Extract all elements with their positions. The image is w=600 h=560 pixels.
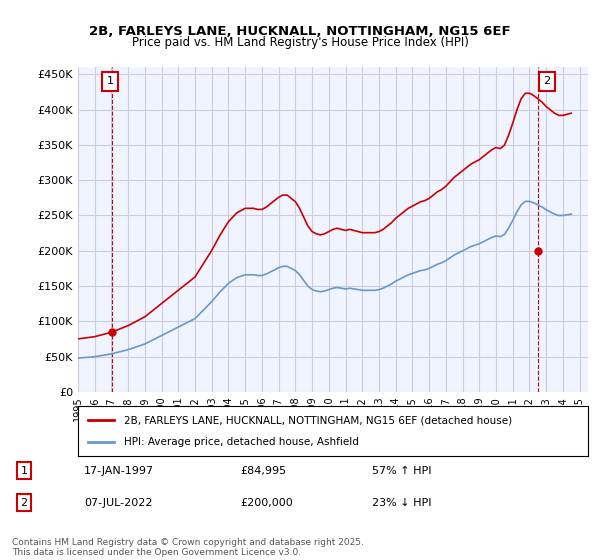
Text: Price paid vs. HM Land Registry's House Price Index (HPI): Price paid vs. HM Land Registry's House … <box>131 36 469 49</box>
Text: Contains HM Land Registry data © Crown copyright and database right 2025.
This d: Contains HM Land Registry data © Crown c… <box>12 538 364 557</box>
Text: 07-JUL-2022: 07-JUL-2022 <box>84 498 152 508</box>
Text: 2: 2 <box>543 76 550 86</box>
Text: £200,000: £200,000 <box>240 498 293 508</box>
Text: 1: 1 <box>20 465 28 475</box>
Text: 57% ↑ HPI: 57% ↑ HPI <box>372 465 431 475</box>
Text: 2B, FARLEYS LANE, HUCKNALL, NOTTINGHAM, NG15 6EF: 2B, FARLEYS LANE, HUCKNALL, NOTTINGHAM, … <box>89 25 511 38</box>
Text: 23% ↓ HPI: 23% ↓ HPI <box>372 498 431 508</box>
Text: 2B, FARLEYS LANE, HUCKNALL, NOTTINGHAM, NG15 6EF (detached house): 2B, FARLEYS LANE, HUCKNALL, NOTTINGHAM, … <box>124 415 512 425</box>
Text: 17-JAN-1997: 17-JAN-1997 <box>84 465 154 475</box>
Text: 1: 1 <box>107 76 114 86</box>
Text: HPI: Average price, detached house, Ashfield: HPI: Average price, detached house, Ashf… <box>124 437 359 447</box>
Text: £84,995: £84,995 <box>240 465 286 475</box>
Text: 2: 2 <box>20 498 28 508</box>
